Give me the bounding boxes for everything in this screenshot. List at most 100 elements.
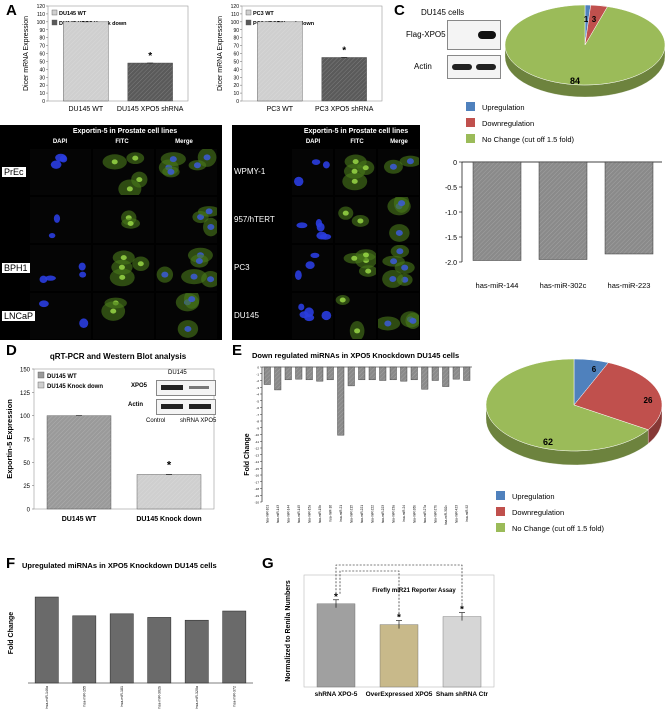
bar (368, 366, 376, 381)
pie-slice (485, 358, 649, 452)
blot-band (476, 64, 496, 70)
bar (431, 366, 439, 381)
nucleus (298, 303, 305, 311)
merge-image (378, 149, 419, 195)
nucleus (311, 159, 321, 165)
nucleus (55, 153, 67, 162)
panel-letter-d: D (6, 342, 17, 359)
x-tick-label: has-miR-302c (540, 281, 587, 290)
dapi-image (30, 149, 91, 195)
merge-image (156, 197, 217, 243)
chart-title: qRT-PCR and Western Blot analysis (50, 352, 187, 361)
bar (257, 21, 303, 102)
y-axis-label: Dicer mRNA Expression (217, 16, 224, 91)
col-dapi: DAPI (52, 139, 68, 145)
cell-core (351, 168, 358, 174)
chart-c-mirna-bars: 0 -0.5 -1.0 -1.5 -2.0 has-miR-144 has-miR-302c… (445, 160, 662, 290)
y-tick-label: 80 (39, 36, 45, 42)
legend-swatch (496, 507, 505, 516)
merge-image (156, 293, 217, 339)
bar (337, 366, 345, 436)
bar (442, 366, 450, 387)
chart-d-exportin5: qRT-PCR and Western Blot analysis 0 25 50 75… (5, 352, 215, 523)
dapi-image (292, 293, 333, 339)
y-tick-label: 70 (39, 44, 45, 50)
fitc-image (335, 197, 376, 243)
x-tick-label: hsa-miR-144 (286, 505, 290, 523)
y-tick-label: 30 (39, 75, 45, 81)
y-tick-label: -1.5 (445, 235, 457, 242)
bar (321, 57, 367, 102)
nucleus (409, 317, 417, 324)
significance-star: * (148, 51, 152, 62)
x-tick-label: hsa-miR-92 (465, 505, 469, 522)
nucleus (384, 320, 392, 327)
fitc-image (93, 197, 154, 243)
cell-core (119, 274, 126, 280)
x-tick-label: hsa-miR-221 (360, 505, 364, 523)
cell-core (111, 159, 118, 165)
cell-core (120, 255, 127, 261)
y-tick-label: -18 (255, 487, 260, 491)
nucleus (188, 296, 196, 303)
cell-core (352, 159, 359, 165)
western-c-row-label: Flag-XPO5 (406, 30, 446, 39)
y-tick-label: 10 (39, 91, 45, 97)
cell-core (354, 328, 361, 334)
bar (274, 366, 282, 391)
significance-star: * (342, 45, 346, 56)
legend-label: DU145 Knock down (47, 384, 103, 390)
x-tick-label: hsa-miR-23a (391, 505, 395, 523)
legend-label: DU145 WT (47, 374, 77, 380)
nucleus (395, 229, 403, 236)
y-axis-label: Fold Change (244, 433, 251, 475)
nucleus (319, 233, 332, 240)
nucleus (398, 200, 406, 207)
fitc-image (335, 293, 376, 339)
y-tick-label: -2.0 (445, 260, 457, 267)
x-tick-label: OverExpressed XPO5 (366, 691, 433, 698)
microscopy-row-label: 957/hTERT (234, 215, 275, 224)
bar (34, 596, 59, 684)
y-tick-label: -1.0 (445, 210, 457, 217)
y-tick-label: -2 (256, 379, 259, 383)
bar (72, 615, 97, 684)
y-tick-label: 60 (39, 52, 45, 58)
y-tick-label: 50 (233, 59, 239, 65)
nucleus (53, 214, 61, 223)
bar (379, 624, 419, 688)
microscopy-row-label: DU145 (234, 311, 259, 320)
x-tick-label: hsa-miR-16 (328, 505, 332, 522)
chart-title: Firefly miR21 Reporter Assay (372, 588, 456, 594)
legend-label: No Change (cut off 1.5 fold) (482, 135, 575, 144)
pie-label: 62 (543, 437, 553, 447)
bar (326, 366, 334, 381)
fitc-image (335, 245, 376, 291)
y-tick-label: 150 (20, 368, 31, 374)
microscopy-row-label: LNCaP (2, 311, 36, 321)
significance-star: * (334, 592, 338, 603)
y-tick-label: 20 (233, 83, 239, 89)
chart-f-up-mirnas: Upregulated miRNAs in XPO5 Knockdown DU1… (8, 561, 253, 709)
legend-label: Downregulation (512, 508, 564, 517)
fitc-image (93, 149, 154, 195)
nucleus (39, 300, 49, 308)
panel-letter-f: F (6, 555, 16, 572)
y-tick-label: -12 (255, 447, 260, 451)
nucleus (396, 248, 404, 255)
x-tick-label: shRNA XPO-5 (315, 691, 358, 698)
cell-core (357, 218, 364, 224)
chart-c-pie: 1 3 84 (504, 4, 666, 98)
bar (604, 161, 654, 255)
y-tick-label: 80 (233, 36, 239, 42)
dapi-image (30, 245, 91, 291)
legend-swatch (37, 371, 45, 379)
microscopy-row-label: PrEc (2, 167, 26, 177)
y-tick-label: -7 (256, 413, 259, 417)
y-axis-label: Exportin-5 Expression (5, 399, 14, 479)
x-tick-label: has-miR-144 (476, 281, 519, 290)
chart-title: Down regulated miRNAs in XPO5 Knockdown … (252, 351, 459, 360)
nucleus (322, 161, 330, 169)
blot-band (478, 31, 496, 39)
